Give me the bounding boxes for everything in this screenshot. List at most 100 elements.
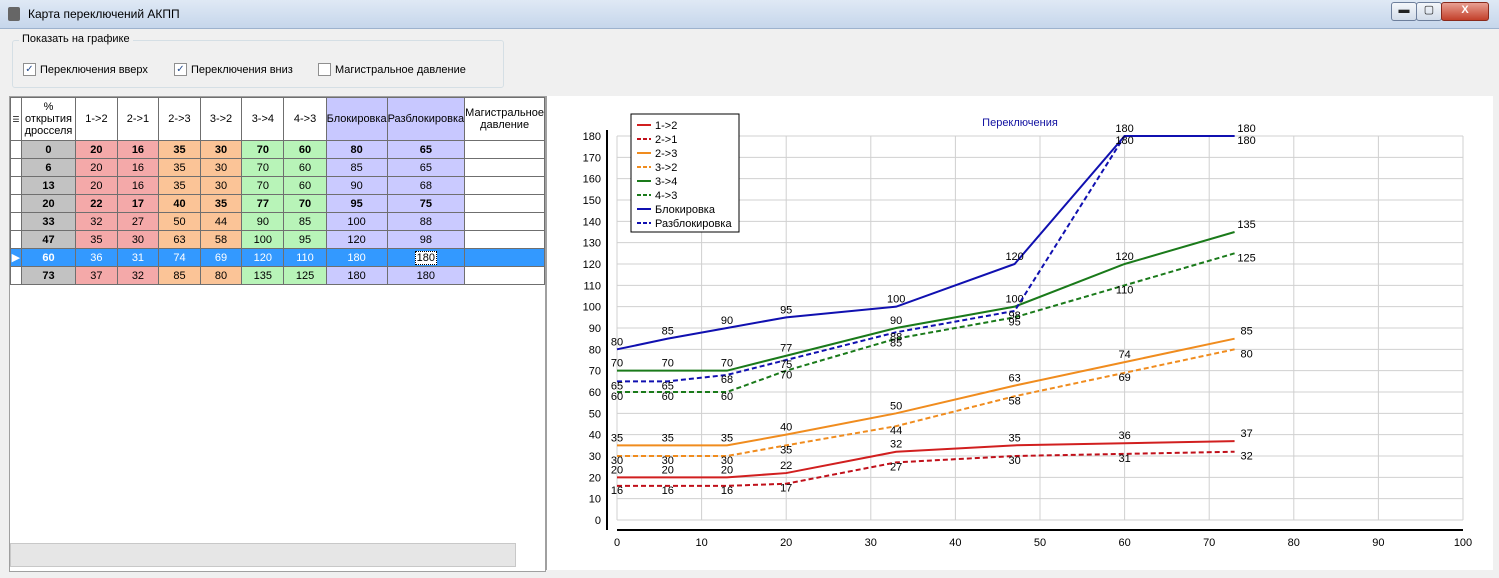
table-cell[interactable]: 17 [116, 194, 160, 213]
table-cell[interactable]: 70 [241, 158, 285, 177]
table-cell[interactable]: 36 [75, 248, 118, 267]
table-cell[interactable]: 27 [116, 212, 160, 231]
minimize-button[interactable]: ▬ [1391, 2, 1417, 21]
table-cell[interactable]: 100 [325, 212, 388, 231]
table-cell[interactable] [464, 176, 545, 195]
table-row[interactable]: 47 35 30 63 58 100 95 120 98 [10, 230, 545, 249]
line-pressure-checkbox[interactable]: Магистральное давление [318, 63, 466, 76]
table-cell[interactable]: 95 [283, 230, 327, 249]
table-row[interactable]: 73 37 32 85 80 135 125 180 180 [10, 266, 545, 285]
table-cell[interactable]: 16 [116, 140, 160, 159]
table-cell[interactable]: 37 [75, 266, 118, 285]
row-header[interactable] [10, 140, 22, 159]
table-cell[interactable]: 75 [386, 194, 466, 213]
table-cell[interactable] [464, 212, 545, 231]
table-cell[interactable]: 60 [283, 176, 327, 195]
shift-map-table[interactable]: ☰% открытия дросселя 1->2 2->1 2->3 3->2 3->4… [10, 97, 545, 285]
column-header[interactable]: Разблокировка [386, 97, 466, 141]
table-cell[interactable]: 74 [158, 248, 201, 267]
table-cell[interactable]: 120 [241, 248, 285, 267]
row-header[interactable] [10, 158, 22, 177]
table-cell[interactable]: 80 [199, 266, 243, 285]
table-cell[interactable]: 180 [386, 248, 466, 267]
maximize-button[interactable]: ▢ [1416, 2, 1442, 21]
table-cell[interactable] [464, 158, 545, 177]
table-cell[interactable]: 88 [386, 212, 466, 231]
row-header[interactable] [10, 230, 22, 249]
table-cell[interactable]: 35 [158, 158, 201, 177]
table-cell[interactable] [464, 140, 545, 159]
table-cell[interactable]: 16 [116, 158, 160, 177]
table-cell[interactable]: 180 [386, 266, 466, 285]
checkbox-box[interactable]: ✓ [174, 63, 187, 76]
table-cell[interactable]: 85 [325, 158, 388, 177]
table-row[interactable]: 6 20 16 35 30 70 60 85 65 [10, 158, 545, 177]
table-cell[interactable]: 30 [199, 158, 243, 177]
table-cell[interactable]: 20 [20, 194, 77, 213]
table-cell[interactable]: 47 [20, 230, 77, 249]
column-header[interactable]: 2->1 [116, 97, 160, 141]
table-cell[interactable]: 60 [283, 158, 327, 177]
checkbox-box[interactable]: ✓ [23, 63, 36, 76]
column-header[interactable]: Магистральное давление [464, 97, 545, 141]
table-row[interactable]: 33 32 27 50 44 90 85 100 88 [10, 212, 545, 231]
column-header[interactable]: % открытия дросселя [20, 97, 77, 141]
table-cell[interactable]: 63 [158, 230, 201, 249]
table-cell[interactable]: 77 [241, 194, 285, 213]
row-header[interactable]: ▶ [10, 248, 22, 267]
table-row[interactable]: 20 22 17 40 35 77 70 95 75 [10, 194, 545, 213]
table-cell[interactable]: 33 [20, 212, 77, 231]
table-cell[interactable]: 16 [116, 176, 160, 195]
table-row[interactable]: 13 20 16 35 30 70 60 90 68 [10, 176, 545, 195]
table-cell[interactable]: 13 [20, 176, 77, 195]
table-cell[interactable]: 20 [75, 158, 118, 177]
table-cell[interactable]: 70 [283, 194, 327, 213]
table-cell[interactable]: 0 [20, 140, 77, 159]
horizontal-scrollbar[interactable] [10, 543, 516, 567]
table-cell[interactable]: 30 [199, 176, 243, 195]
table-cell[interactable]: 35 [75, 230, 118, 249]
table-cell[interactable]: 60 [283, 140, 327, 159]
table-cell[interactable]: 35 [158, 140, 201, 159]
table-cell[interactable] [464, 230, 545, 249]
table-cell[interactable]: 90 [325, 176, 388, 195]
column-header[interactable]: 3->4 [241, 97, 285, 141]
table-cell[interactable]: 32 [75, 212, 118, 231]
table-cell[interactable]: 110 [283, 248, 327, 267]
column-header[interactable]: Блокировка [325, 97, 388, 141]
table-cell[interactable]: 35 [199, 194, 243, 213]
table-cell[interactable]: 100 [241, 230, 285, 249]
row-header[interactable] [10, 266, 22, 285]
table-cell[interactable]: 40 [158, 194, 201, 213]
row-header[interactable] [10, 212, 22, 231]
table-cell[interactable]: 20 [75, 140, 118, 159]
table-cell[interactable]: 80 [325, 140, 388, 159]
shift-down-checkbox[interactable]: ✓ Переключения вниз [174, 63, 293, 76]
table-row[interactable]: ▶ 60 36 31 74 69 120 110 180 180 [10, 248, 545, 267]
table-cell[interactable]: 30 [199, 140, 243, 159]
table-cell[interactable]: 60 [20, 248, 77, 267]
table-cell[interactable]: 32 [116, 266, 160, 285]
table-cell[interactable]: 69 [199, 248, 243, 267]
table-cell[interactable]: 73 [20, 266, 77, 285]
table-cell[interactable]: 65 [386, 158, 466, 177]
table-cell[interactable] [464, 266, 545, 285]
table-cell[interactable] [464, 194, 545, 213]
table-cell[interactable]: 120 [325, 230, 388, 249]
table-cell[interactable]: 125 [283, 266, 327, 285]
table-cell[interactable]: 90 [241, 212, 285, 231]
table-cell[interactable]: 30 [116, 230, 160, 249]
column-header[interactable]: 4->3 [283, 97, 327, 141]
table-cell[interactable]: 180 [325, 266, 388, 285]
column-header[interactable]: 3->2 [199, 97, 243, 141]
table-cell[interactable]: 44 [199, 212, 243, 231]
table-cell[interactable]: 65 [386, 140, 466, 159]
table-cell[interactable]: 20 [75, 176, 118, 195]
table-cell[interactable]: 85 [283, 212, 327, 231]
table-cell[interactable]: 180 [325, 248, 388, 267]
checkbox-box[interactable] [318, 63, 331, 76]
table-row[interactable]: 0 20 16 35 30 70 60 80 65 [10, 140, 545, 159]
table-cell[interactable]: 58 [199, 230, 243, 249]
column-header[interactable]: 1->2 [75, 97, 118, 141]
close-button[interactable]: X [1441, 2, 1489, 21]
